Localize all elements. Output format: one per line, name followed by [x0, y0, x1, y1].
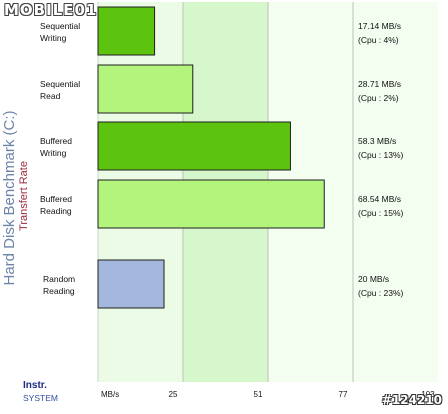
watermark-logo: MOBILE01	[4, 1, 98, 19]
category-label: Sequential	[40, 79, 80, 89]
tick-label: 103	[421, 390, 435, 399]
x-axis-label: MB/s	[101, 390, 119, 399]
cpu-label: (Cpu : 13%)	[358, 150, 404, 160]
category-label: Reading	[40, 206, 72, 216]
data-label: 58.3 MB/s	[358, 136, 396, 146]
data-label: 28.71 MB/s	[358, 79, 401, 89]
category-label: Random	[43, 274, 75, 284]
tick-label: 51	[254, 390, 263, 399]
bar	[97, 6, 156, 56]
image-id-stamp: #124210	[381, 393, 442, 407]
footer-title: Instr.	[23, 380, 47, 391]
tick-label: 77	[339, 390, 348, 399]
data-label: 68.54 MB/s	[358, 194, 401, 204]
bar	[97, 64, 194, 114]
category-label: Sequential	[40, 21, 80, 31]
cpu-label: (Cpu : 23%)	[358, 288, 404, 298]
bar	[97, 259, 165, 309]
bar	[97, 121, 291, 171]
cpu-label: (Cpu : 15%)	[358, 208, 404, 218]
bar	[97, 179, 325, 229]
category-label: Read	[40, 91, 61, 101]
chart-title: Hard Disk Benchmark (C:)	[1, 110, 18, 285]
chart-subtitle: Transfert Rate	[18, 161, 30, 231]
category-label: Writing	[40, 33, 67, 43]
category-label: Reading	[43, 286, 75, 296]
data-label: 20 MB/s	[358, 274, 389, 284]
data-label: 17.14 MB/s	[358, 21, 401, 31]
category-label: Buffered	[40, 194, 72, 204]
cpu-label: (Cpu : 2%)	[358, 93, 399, 103]
cpu-label: (Cpu : 4%)	[358, 35, 399, 45]
category-label: Writing	[40, 148, 67, 158]
tick-label: 25	[169, 390, 178, 399]
footer-subtitle: SYSTEM	[23, 393, 58, 403]
category-label: Buffered	[40, 136, 72, 146]
